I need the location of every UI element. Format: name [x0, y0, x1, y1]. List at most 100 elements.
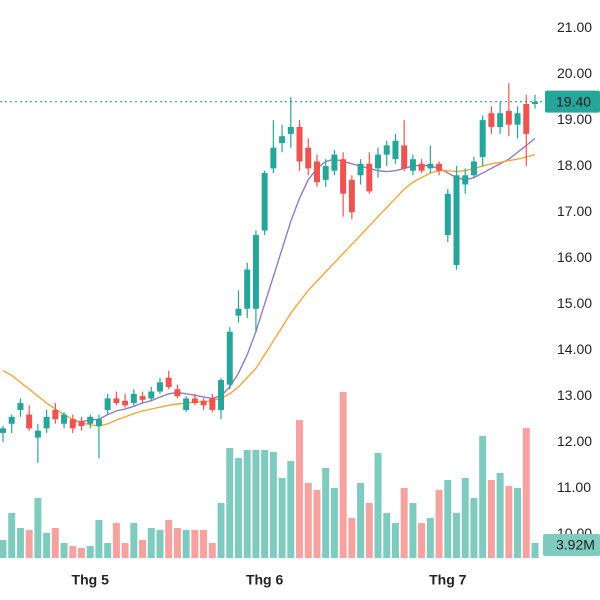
- volume-bar: [139, 540, 147, 558]
- candle-body: [226, 331, 233, 385]
- volume-bar: [156, 530, 164, 558]
- candle-body: [514, 113, 521, 125]
- volume-bar: [487, 480, 495, 558]
- candle-body: [191, 398, 198, 404]
- volume-bar: [505, 486, 513, 558]
- candle-body: [139, 396, 146, 400]
- candle-body: [453, 175, 460, 266]
- volume-bar: [496, 473, 504, 558]
- volume-bar: [461, 478, 469, 558]
- candle-body: [209, 398, 216, 410]
- candle-body: [261, 172, 268, 231]
- volume-bar: [25, 530, 33, 558]
- volume-bar: [313, 490, 321, 558]
- volume-bar: [252, 450, 260, 558]
- volume-bar: [104, 543, 112, 558]
- volume-bar: [383, 513, 391, 558]
- candle-body: [165, 377, 172, 387]
- y-tick-label: 21.00: [557, 19, 592, 35]
- candle-body: [357, 163, 364, 176]
- candle-body: [17, 403, 24, 410]
- candle-body: [0, 428, 6, 433]
- volume-bar: [208, 543, 216, 558]
- y-tick-label: 11.00: [557, 479, 591, 495]
- candle-body: [392, 140, 399, 160]
- candle-body: [183, 398, 190, 410]
- candle-body: [296, 126, 303, 162]
- candle-body: [340, 159, 347, 194]
- candle-body: [488, 113, 495, 127]
- candle-body: [313, 161, 320, 183]
- moving-average: [2, 153, 536, 427]
- volume-bar: [322, 468, 330, 558]
- y-tick-label: 19.00: [557, 111, 592, 127]
- volume-bar: [348, 518, 356, 558]
- candle-body: [270, 147, 277, 169]
- candle-body: [497, 113, 504, 127]
- candle-body: [87, 416, 94, 424]
- volume-bar: [435, 490, 443, 558]
- candle-body: [61, 414, 68, 424]
- price-label: 19.40: [556, 93, 591, 109]
- y-tick-label: 13.00: [557, 387, 592, 403]
- candle-body: [427, 163, 434, 169]
- volume-bar: [173, 528, 181, 558]
- candle-body: [34, 430, 41, 438]
- volume-bar: [182, 530, 190, 558]
- candle-body: [444, 193, 451, 236]
- volume-bar: [514, 488, 522, 558]
- volume-bar: [261, 450, 269, 558]
- candle-body: [305, 147, 312, 169]
- volume-bar: [234, 458, 242, 558]
- volume-bar: [77, 548, 85, 558]
- candle-body: [200, 400, 207, 406]
- volume-bar: [60, 543, 68, 558]
- candle-body: [322, 166, 329, 180]
- candle-body: [218, 380, 225, 410]
- volume-bar: [339, 392, 347, 558]
- volume-bar: [374, 453, 382, 558]
- candle-body: [436, 163, 443, 171]
- candle-body: [418, 163, 425, 171]
- y-tick-label: 17.00: [557, 203, 592, 219]
- y-tick-label: 18.00: [557, 157, 592, 173]
- volume-bar: [243, 450, 251, 558]
- volume-bar: [130, 523, 138, 558]
- volume-bar: [147, 528, 155, 558]
- volume-bar: [391, 523, 399, 558]
- candle-body: [523, 103, 530, 134]
- candle-body: [348, 179, 355, 213]
- volume-bar: [217, 503, 225, 558]
- candle-body: [252, 235, 259, 309]
- candle-body: [104, 398, 111, 410]
- volume-bar: [357, 483, 365, 558]
- candle-body: [470, 161, 477, 176]
- volume-bar: [365, 503, 373, 558]
- volume-bar: [121, 543, 129, 558]
- y-tick-label: 12.00: [557, 433, 592, 449]
- x-tick-label: Thg 6: [246, 572, 284, 588]
- volume-label-box: [543, 534, 600, 556]
- volume-bar: [43, 533, 51, 558]
- volume-bar: [165, 520, 173, 558]
- candle-body: [113, 398, 120, 404]
- candle-body: [130, 393, 137, 404]
- y-tick-label: 15.00: [557, 295, 592, 311]
- volume-label: 3.92M: [556, 537, 595, 553]
- candle-body: [235, 308, 242, 316]
- volume-bar: [191, 530, 199, 558]
- candle-body: [69, 419, 76, 429]
- volume-bar: [8, 513, 16, 558]
- candle-body: [287, 126, 294, 134]
- x-tick-label: Thg 5: [72, 572, 110, 588]
- candle-body: [174, 389, 181, 397]
- candle-body: [401, 145, 408, 169]
- candle-body: [409, 159, 416, 171]
- volume-bar: [51, 528, 59, 558]
- candle-body: [279, 136, 286, 144]
- candle-body: [244, 269, 251, 309]
- volume-bar: [34, 498, 42, 558]
- candle-body: [52, 409, 59, 420]
- volume-bar: [16, 528, 24, 558]
